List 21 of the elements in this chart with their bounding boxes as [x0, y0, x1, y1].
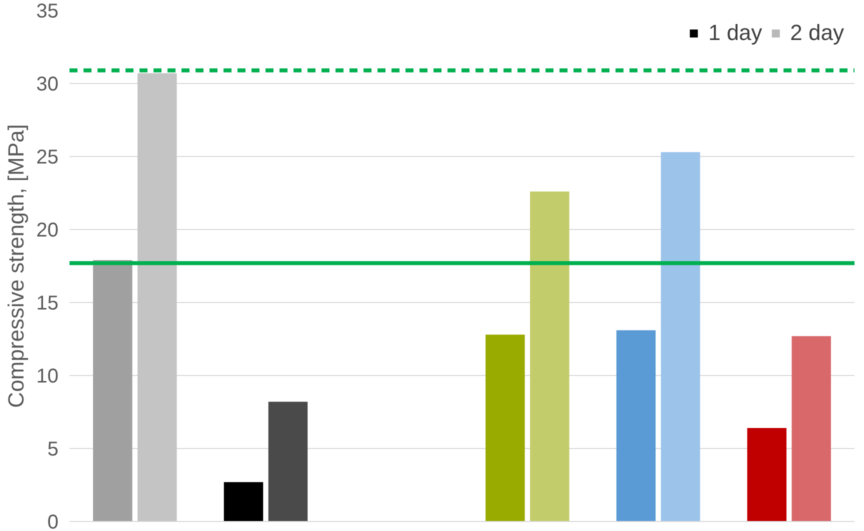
y-tick-label: 15: [36, 292, 59, 314]
y-tick-label: 0: [47, 512, 58, 531]
bar: [486, 334, 525, 522]
bar: [747, 428, 786, 522]
y-tick-label: 30: [36, 74, 59, 96]
bar: [268, 402, 308, 522]
bar: [616, 330, 656, 522]
y-tick-label: 5: [47, 438, 58, 460]
legend-label: 2 day: [790, 20, 844, 46]
bar: [224, 482, 264, 522]
bar: [660, 152, 700, 522]
y-axis-title: Compressive strength, [MPa]: [3, 124, 28, 408]
y-tick-label: 35: [36, 0, 59, 22]
legend-label: 1 day: [708, 20, 762, 46]
bar: [792, 336, 831, 522]
y-tick-label: 25: [36, 146, 59, 168]
y-tick-label: 10: [36, 366, 59, 388]
bar: [93, 260, 132, 522]
y-tick-label: 20: [36, 220, 59, 242]
bar: [530, 192, 570, 522]
bar: [138, 73, 177, 522]
